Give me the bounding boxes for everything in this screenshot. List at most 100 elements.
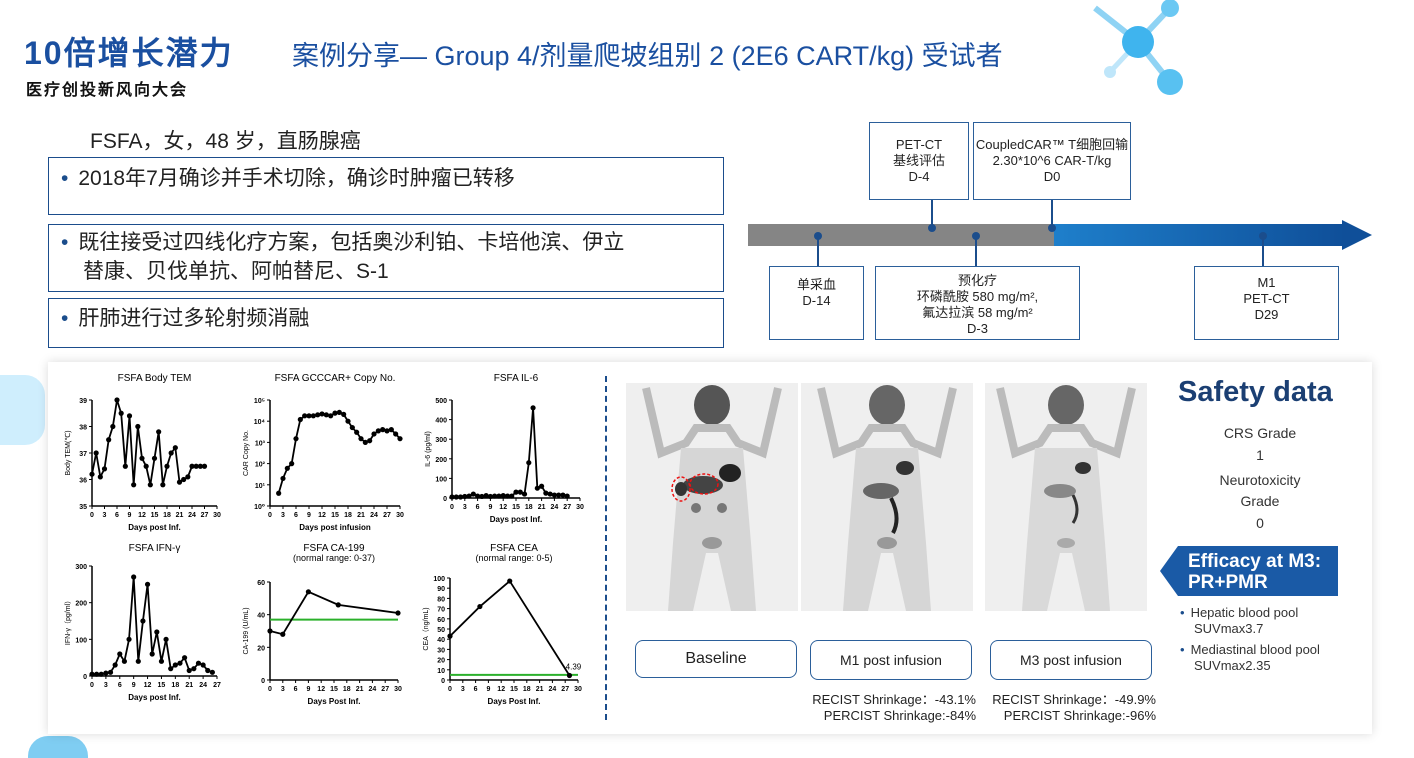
data-point [513,489,519,495]
data-point [328,413,334,419]
data-point [358,436,364,442]
history-box-2: • 既往接受过四线化疗方案，包括奥沙利铂、卡培他滨、伊立 替康、贝伐单抗、阿帕替尼… [48,224,724,292]
data-point [539,483,545,489]
data-point [345,418,351,424]
x-tick-label: 27 [201,512,209,519]
m1-recist: RECIST Shrinkage：-43.1% [812,692,976,707]
data-point [158,658,165,664]
timeline-connector [1262,236,1264,266]
timeline-arrow-icon [1342,220,1372,250]
x-tick-label: 21 [356,686,364,693]
x-tick-label: 18 [163,512,171,519]
data-point [332,410,338,416]
y-tick-label: 60 [257,580,265,587]
x-tick-label: 6 [474,686,478,693]
chart-title: FSFA Body TEM [118,373,192,384]
data-point [118,410,124,416]
data-point [526,460,532,466]
data-point [126,636,132,642]
data-point [306,413,312,419]
data-point [122,463,128,469]
logo-subtitle: 医疗创投新风向大会 [26,82,189,99]
x-tick-label: 27 [563,504,571,511]
data-point [310,413,316,419]
data-point [177,660,183,666]
data-point [97,474,103,480]
patient-summary: FSFA，女，48 岁，直肠腺癌 [90,130,361,153]
data-point [114,397,120,403]
y-tick-label: 10⁵ [254,398,265,405]
data-point [380,427,386,433]
neuro-label: Neurotoxicity [1219,472,1301,488]
x-tick-label: 6 [294,512,298,519]
data-point [479,493,485,500]
data-point [477,603,483,610]
data-point [384,428,390,434]
data-point [534,485,540,491]
data-point [336,409,342,416]
y-tick-label: 10³ [255,440,266,447]
m1-percist: PERCIST Shrinkage:-84% [823,708,976,723]
data-point [470,491,476,497]
y-tick-label: 200 [435,457,447,464]
data-point [135,658,141,664]
y-tick-label: 10⁰ [254,503,265,511]
x-tick-label: 9 [488,504,492,511]
m3-shrinkage: RECIST Shrinkage：-49.9% PERCIST Shrinkage… [986,692,1156,724]
data-point [462,493,468,500]
data-point [475,493,481,499]
data-point [89,471,95,477]
x-tick-label: 21 [357,512,365,519]
x-tick-label: 27 [381,686,389,693]
y-tick-label: 20 [437,658,445,665]
side-decoration-icon [0,375,45,445]
data-point [176,479,183,485]
data-point [189,463,195,469]
history-text: 既往接受过四线化疗方案，包括奥沙利铂、卡培他滨、伊立 [78,231,625,254]
data-point [112,662,118,668]
y-tick-label: 40 [257,613,265,620]
data-point [335,602,341,608]
data-point [110,423,116,430]
x-axis-label: Days Post Inf. [488,697,541,706]
data-point [89,671,95,677]
x-tick-label: 0 [450,504,454,511]
x-tick-label: 24 [188,512,196,519]
data-point [200,662,206,668]
data-point [131,482,137,488]
y-tick-label: 100 [433,576,445,583]
x-tick-label: 18 [523,686,531,693]
x-tick-label: 30 [576,504,584,511]
y-tick-label: 10² [255,462,266,469]
y-tick-label: 500 [435,398,447,405]
data-point [375,428,381,434]
timeline-marker [1048,224,1056,232]
m1-label: M1 post infusion [810,640,972,680]
data-point [181,655,188,661]
data-point [149,651,155,657]
data-point [186,667,192,674]
x-tick-label: 9 [307,512,311,519]
x-tick-label: 27 [561,686,569,693]
y-tick-label: 30 [437,647,445,654]
m3-label: M3 post infusion [990,640,1152,680]
y-axis-label: IL-6 (pg/ml) [425,431,432,467]
data-point [185,474,191,480]
page-title: 案例分享— Group 4/剂量爬坡组别 2 (2E6 CART/kg) 受试者 [292,41,1003,71]
chart-title: FSFA IL-6 [494,373,539,384]
data-point [293,436,299,442]
y-tick-label: 10⁴ [254,419,266,426]
data-point [193,463,199,469]
data-point [205,667,211,674]
x-tick-label: 24 [370,512,378,519]
history-text: 替康、贝伐单抗、阿帕替尼、S-1 [83,260,389,283]
data-point [521,491,528,497]
x-tick-label: 24 [551,504,559,511]
data-point [284,465,290,471]
data-label: 4.39 [566,663,582,672]
data-point [280,475,286,482]
y-tick-label: 400 [435,418,447,425]
x-tick-label: 12 [317,686,325,693]
timeline-event-apheresis: 单采血 D-14 [769,266,864,340]
crs-value: 1 [1256,447,1264,463]
